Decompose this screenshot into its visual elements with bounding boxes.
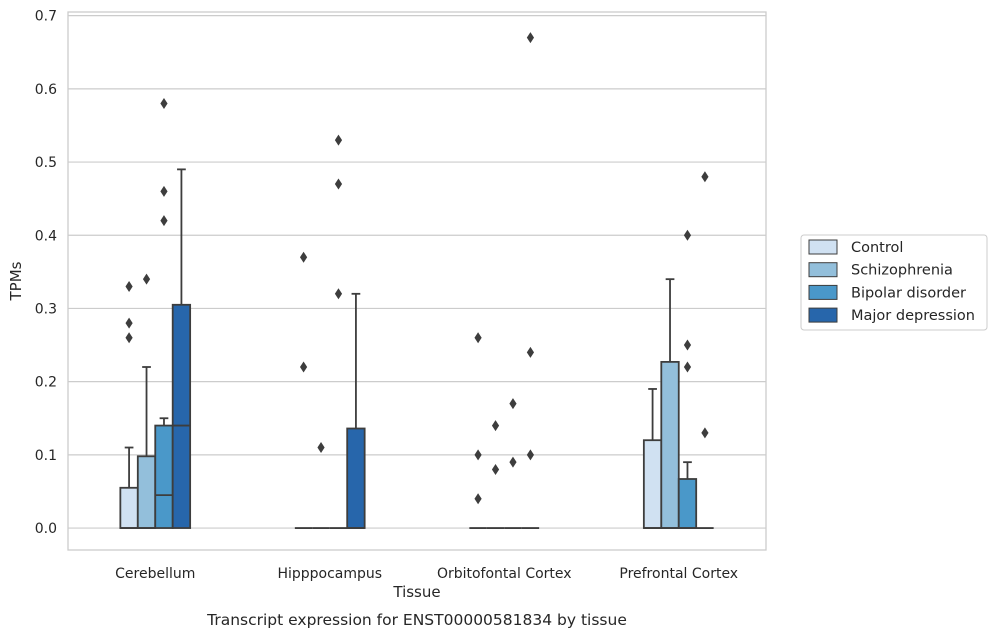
x-tick-label: Orbitofontal Cortex [437, 566, 572, 582]
legend-label: Control [851, 240, 903, 256]
y-tick-label: 0.0 [35, 521, 57, 537]
box-schizophrenia [136, 455, 157, 529]
outlier-point [683, 339, 692, 351]
legend-label: Bipolar disorder [851, 285, 966, 301]
y-axis-label: TPMs [7, 261, 25, 301]
y-axis-ticks: 0.0 0.1 0.2 0.3 0.4 0.5 0.6 0.7 [35, 9, 57, 537]
outlier-point [160, 185, 168, 197]
outlier-point [526, 346, 535, 358]
outlier-point [474, 493, 482, 505]
legend-swatch [808, 307, 838, 323]
outlier-point [701, 171, 709, 183]
outlier-point [160, 97, 168, 109]
x-tick-label: Prefrontal Cortex [619, 566, 738, 582]
y-tick-label: 0.6 [35, 82, 57, 98]
outlier-point [701, 427, 709, 439]
outlier-point [125, 280, 133, 292]
x-tick-label: Hipppocampus [277, 566, 382, 582]
outlier-point [334, 288, 343, 300]
box-series-group [119, 32, 714, 529]
outlier-point [317, 442, 325, 454]
box-major-depression [171, 303, 192, 529]
box-bipolar-disorder [677, 478, 698, 529]
outlier-point [683, 229, 692, 241]
x-tick-label: Cerebellum [115, 566, 195, 582]
box-control [119, 486, 139, 529]
outlier-point [299, 361, 308, 373]
plot-frame [67, 11, 767, 551]
legend-label: Schizophrenia [851, 263, 953, 279]
outlier-point [125, 317, 133, 329]
chart-caption: Transcript expression for ENST0000058183… [206, 611, 627, 629]
y-tick-label: 0.4 [35, 228, 57, 244]
legend-swatch [808, 239, 838, 255]
outlier-point [509, 456, 517, 468]
y-tick-label: 0.5 [35, 155, 57, 171]
box-control [642, 439, 663, 529]
y-tick-label: 0.2 [35, 375, 57, 391]
outlier-point [683, 361, 692, 373]
legend-swatch [808, 284, 838, 300]
x-axis-label: Tissue [392, 583, 440, 601]
outlier-point [526, 32, 535, 44]
outlier-point [474, 332, 482, 344]
outlier-point [509, 398, 517, 410]
box-bipolar-disorder [154, 424, 174, 529]
outlier-point [125, 332, 133, 344]
outlier-point [526, 449, 535, 461]
legend-label: Major depression [851, 308, 975, 324]
outlier-point [334, 134, 343, 146]
outlier-point [334, 178, 343, 190]
box-schizophrenia [660, 360, 680, 529]
legend: Control Schizophrenia Bipolar disorder Majo… [800, 234, 988, 331]
y-tick-label: 0.1 [35, 448, 57, 464]
outlier-point [491, 420, 500, 432]
box-major-depression [346, 427, 366, 529]
outlier-point [474, 449, 482, 461]
legend-swatch [808, 262, 838, 278]
outlier-point [491, 463, 500, 475]
outlier-point [299, 251, 308, 263]
y-tick-label: 0.7 [35, 9, 57, 25]
outlier-point [160, 215, 168, 227]
y-tick-label: 0.3 [35, 301, 57, 317]
outlier-point [142, 273, 151, 285]
legend-frame [800, 234, 988, 331]
x-axis-ticks: Cerebellum Hipppocampus Orbitofontal Corte… [115, 566, 738, 582]
